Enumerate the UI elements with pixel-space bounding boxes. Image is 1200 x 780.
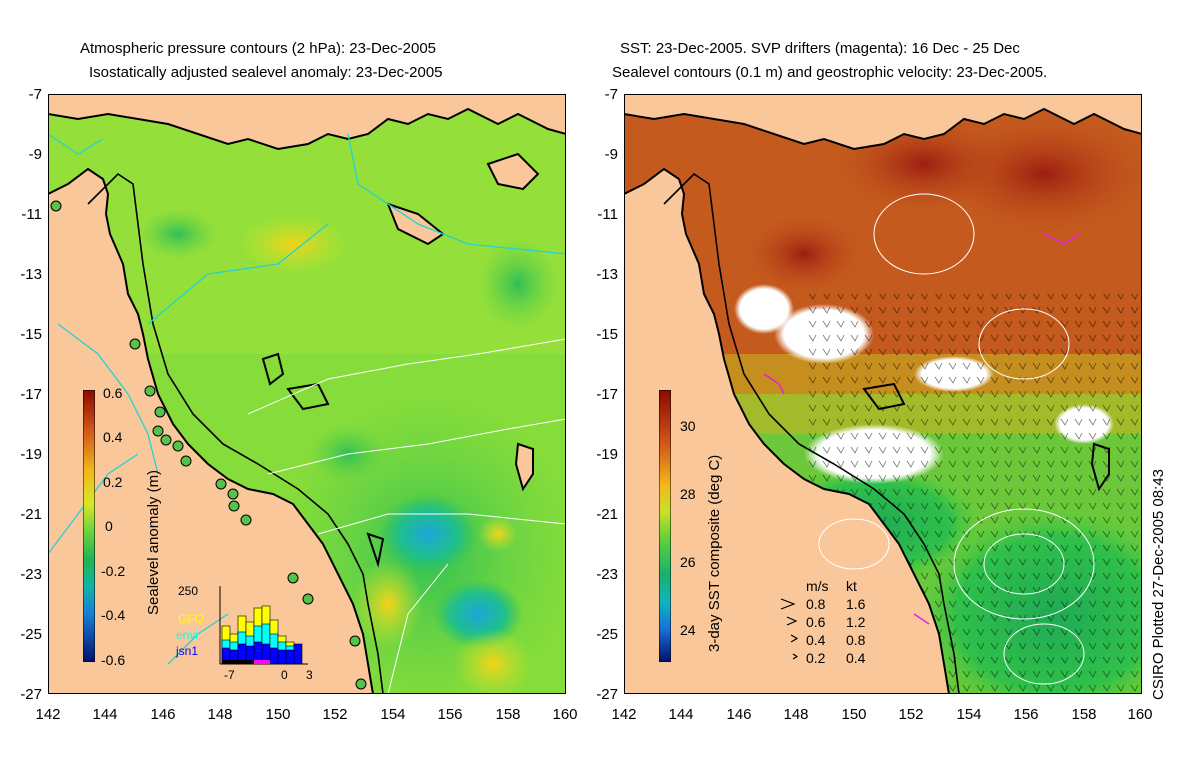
x-tick: 150 [841, 706, 867, 723]
y-tick: -17 [20, 386, 42, 403]
x-tick: 146 [726, 706, 752, 723]
x-tick: 160 [1127, 706, 1153, 723]
x-tick: 156 [1013, 706, 1039, 723]
histogram-xlabel-right: 3 [306, 668, 313, 682]
velocity-legend-ms: 0.6 [806, 614, 826, 630]
velocity-arrow-icon [780, 598, 796, 610]
colorbar-label: 3-day SST composite (deg C) [706, 454, 723, 652]
y-tick: -7 [28, 86, 42, 103]
y-tick: -17 [596, 386, 618, 403]
x-tick: 158 [1071, 706, 1097, 723]
left-title-line2: Isostatically adjusted sealevel anomaly:… [89, 64, 443, 81]
velocity-legend-ms: 0.8 [806, 596, 826, 612]
colorbar-label: Sealevel anomaly (m) [145, 469, 162, 615]
velocity-legend-ms: 0.2 [806, 650, 826, 666]
y-tick: -11 [597, 206, 618, 223]
x-tick: 152 [322, 706, 348, 723]
sst-colorbar [659, 390, 671, 662]
x-tick: 144 [668, 706, 694, 723]
colorbar-tick: -0.6 [101, 652, 126, 668]
x-tick: 142 [611, 706, 637, 723]
y-tick: -11 [21, 206, 42, 223]
x-tick: 158 [495, 706, 521, 723]
histogram-ymax: 250 [178, 584, 199, 598]
histogram-legend-envi: envi [176, 628, 199, 642]
histogram-legend-jsn1: jsn1 [176, 644, 199, 658]
x-tick: 148 [207, 706, 233, 723]
y-tick: -7 [604, 86, 618, 103]
x-tick: 152 [898, 706, 924, 723]
colorbar-tick: 0 [105, 518, 113, 534]
velocity-legend-header-kt: kt [846, 578, 857, 594]
island [514, 442, 534, 492]
land-new-guinea [48, 94, 566, 151]
y-tick: -23 [596, 566, 618, 583]
velocity-arrow-icon [792, 653, 799, 660]
sla-colorbar [83, 390, 95, 662]
island [386, 202, 445, 246]
colorbar-tick: 24 [680, 622, 696, 638]
drifter-track [1043, 233, 1080, 245]
colorbar-tick: 26 [680, 554, 696, 570]
x-tick: 148 [783, 706, 809, 723]
right-map [624, 94, 1142, 694]
y-tick: -27 [20, 686, 42, 703]
colorbar-tick: 0.4 [103, 429, 123, 445]
x-tick: 142 [35, 706, 61, 723]
x-tick: 150 [265, 706, 291, 723]
x-tick: 146 [150, 706, 176, 723]
colorbar-tick: 0.6 [103, 385, 123, 401]
velocity-legend-ms: 0.4 [806, 632, 826, 648]
right-title-line1: SST: 23-Dec-2005. SVP drifters (magenta)… [620, 40, 1020, 57]
y-tick: -25 [20, 626, 42, 643]
y-tick: -23 [20, 566, 42, 583]
drifter-track [913, 613, 930, 625]
y-tick: -19 [20, 446, 42, 463]
velocity-legend-kt: 0.8 [846, 632, 866, 648]
x-tick: 144 [92, 706, 118, 723]
velocity-legend-header-ms: m/s [806, 578, 829, 594]
x-tick: 154 [380, 706, 406, 723]
x-tick: 154 [956, 706, 982, 723]
land-australia [624, 167, 951, 694]
left-title-line1: Atmospheric pressure contours (2 hPa): 2… [80, 40, 437, 57]
left-map [48, 94, 566, 694]
velocity-legend-kt: 0.4 [846, 650, 866, 666]
colorbar-tick: -0.2 [101, 563, 126, 579]
colorbar-tick: 30 [680, 418, 696, 434]
cloud-mask [734, 284, 794, 334]
velocity-arrow-icon [786, 616, 798, 626]
colorbar-tick: -0.4 [101, 607, 126, 623]
drifter-track [763, 373, 785, 395]
right-title-line2: Sealevel contours (0.1 m) and geostrophi… [612, 64, 1048, 81]
x-tick: 160 [552, 706, 578, 723]
velocity-legend-kt: 1.2 [846, 614, 866, 630]
histogram-legend-gfo: GFO [178, 612, 204, 626]
histogram-xlabel-left: -7 [224, 668, 235, 682]
velocity-arrow-icon [790, 634, 799, 643]
land-new-guinea [624, 94, 1142, 151]
y-tick: -15 [596, 326, 618, 343]
velocity-legend-kt: 1.6 [846, 596, 866, 612]
x-tick: 156 [437, 706, 463, 723]
y-tick: -21 [20, 506, 42, 523]
y-tick: -19 [596, 446, 618, 463]
plot-credit: CSIRO Plotted 27-Dec-2005 08:43 [1150, 469, 1167, 700]
y-tick: -13 [596, 266, 618, 283]
y-tick: -27 [596, 686, 618, 703]
histogram-xlabel-mid: 0 [281, 668, 288, 682]
tide-gauge-markers [50, 200, 367, 690]
land-australia [48, 167, 375, 694]
y-tick: -25 [596, 626, 618, 643]
y-tick: -13 [20, 266, 42, 283]
colorbar-tick: 0.2 [103, 474, 123, 490]
y-tick: -9 [28, 146, 42, 163]
colorbar-tick: 28 [680, 486, 696, 502]
island [486, 152, 540, 191]
y-tick: -21 [596, 506, 618, 523]
y-tick: -9 [604, 146, 618, 163]
y-tick: -15 [20, 326, 42, 343]
satellite-histogram [219, 586, 308, 665]
